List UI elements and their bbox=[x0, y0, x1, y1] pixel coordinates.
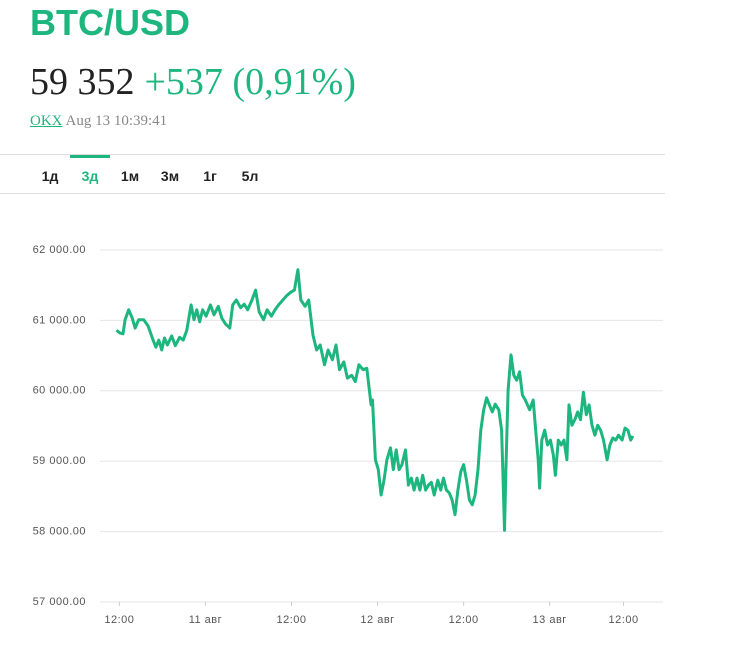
quote: 59 352 +537 (0,91%) bbox=[30, 60, 356, 104]
x-tick-label: 12 авг bbox=[360, 614, 394, 626]
source-link[interactable]: OKX bbox=[30, 113, 63, 129]
period-tab[interactable]: 1д bbox=[41, 168, 59, 184]
period-tab[interactable]: 1г bbox=[203, 168, 217, 184]
period-tab[interactable]: 5л bbox=[241, 168, 259, 184]
y-tick-label: 62 000.00 bbox=[33, 244, 86, 256]
x-tick-label: 12:00 bbox=[276, 614, 306, 626]
x-tick-label: 12:00 bbox=[104, 614, 134, 626]
period-tab[interactable]: 3м bbox=[160, 168, 180, 184]
period-tab[interactable]: 1м bbox=[120, 168, 140, 184]
y-tick-label: 58 000.00 bbox=[33, 526, 86, 538]
price: 59 352 bbox=[30, 61, 135, 103]
x-tick-label: 12:00 bbox=[449, 614, 479, 626]
divider bbox=[0, 193, 665, 194]
y-tick-label: 57 000.00 bbox=[33, 596, 86, 608]
x-tick-label: 13 авг bbox=[533, 614, 567, 626]
price-line bbox=[115, 268, 635, 532]
y-tick-label: 60 000.00 bbox=[33, 385, 86, 397]
price-change: +537 (0,91%) bbox=[144, 61, 356, 103]
divider bbox=[0, 154, 665, 155]
period-tabs: 1д 3д 1м 3м 1г 5л bbox=[30, 155, 270, 192]
y-tick-label: 61 000.00 bbox=[33, 314, 86, 326]
timestamp: Aug 13 10:39:41 bbox=[65, 113, 168, 129]
period-tab[interactable]: 3д bbox=[70, 155, 110, 192]
x-tick-label: 12:00 bbox=[609, 614, 639, 626]
meta: OKX Aug 13 10:39:41 bbox=[30, 113, 167, 130]
ticker-title: BTC/USD bbox=[30, 2, 190, 43]
x-tick-label: 11 авг bbox=[189, 614, 222, 626]
y-tick-label: 59 000.00 bbox=[33, 455, 86, 467]
